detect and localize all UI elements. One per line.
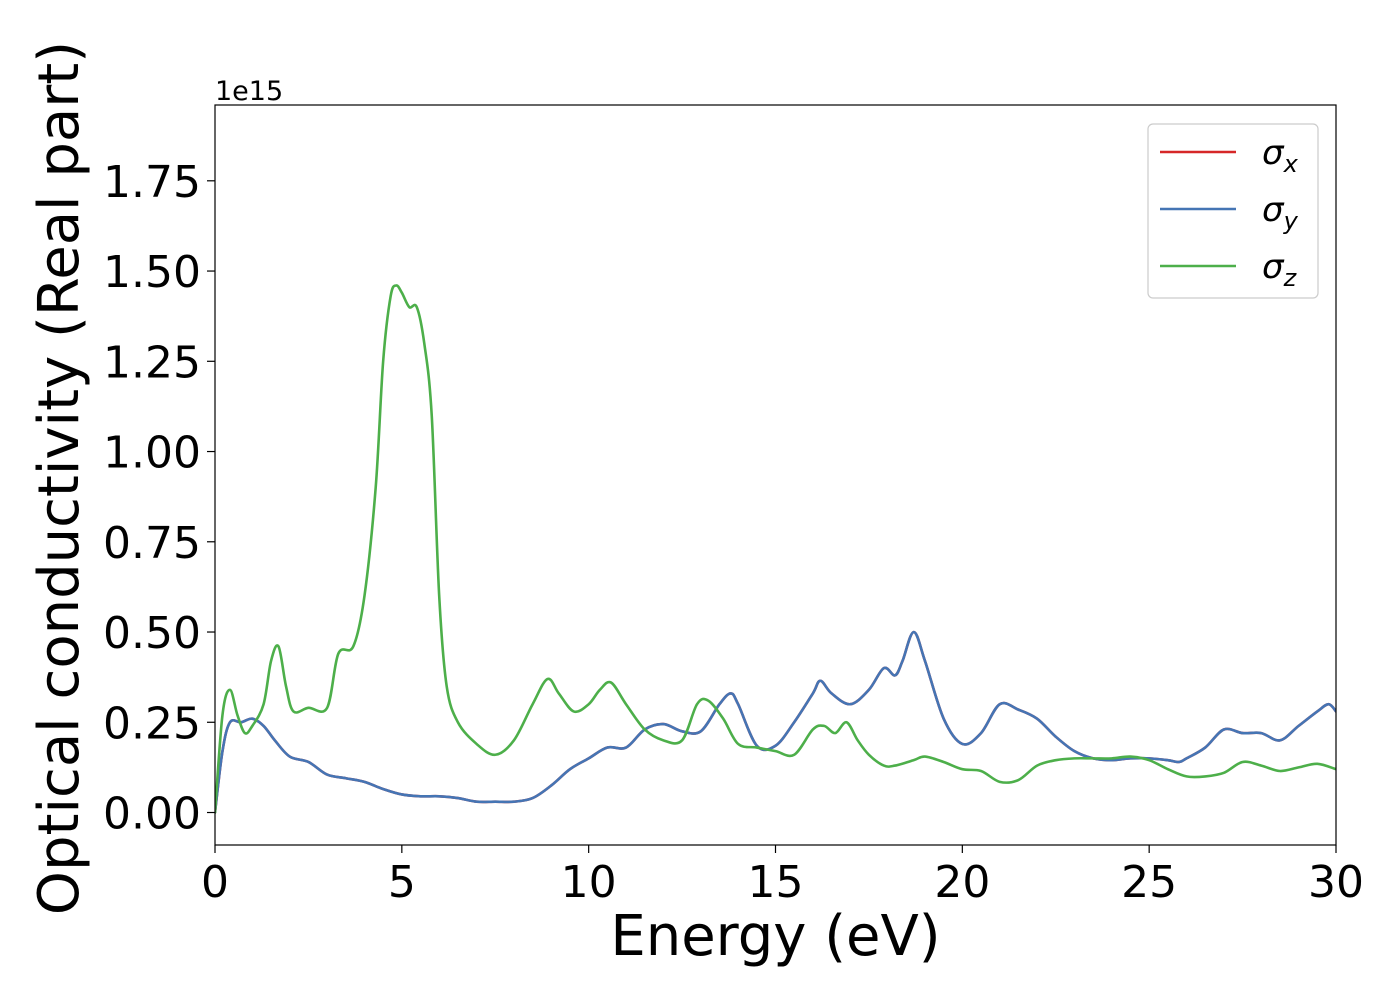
x-tick-label: 30 bbox=[1308, 857, 1364, 908]
x-tick-label: 5 bbox=[388, 857, 416, 908]
y-tick-label: 1.00 bbox=[103, 428, 201, 479]
y-tick-label: 1.50 bbox=[103, 247, 201, 298]
y-offset-label: 1e15 bbox=[215, 76, 283, 107]
series-line-σ-x bbox=[215, 630, 1336, 814]
x-tick-label: 0 bbox=[201, 857, 229, 908]
y-tick-label: 0.75 bbox=[103, 518, 201, 569]
legend-label-y: σy bbox=[1262, 190, 1299, 235]
y-tick-label: 1.25 bbox=[103, 337, 201, 388]
x-tick-label: 15 bbox=[748, 857, 804, 908]
x-tick-label: 10 bbox=[561, 857, 617, 908]
x-axis-ticks: 0 5 10 15 20 25 30 bbox=[201, 845, 1364, 908]
y-tick-label: 1.75 bbox=[103, 157, 201, 208]
y-tick-label: 0.00 bbox=[103, 789, 201, 840]
x-axis-title: Energy (eV) bbox=[610, 904, 940, 969]
y-axis-title: Optical conductivity (Real part) bbox=[27, 41, 92, 915]
series-layer bbox=[215, 284, 1336, 814]
x-tick-label: 20 bbox=[934, 857, 990, 908]
series-line-σ-z bbox=[215, 284, 1336, 814]
legend-box bbox=[1147, 123, 1319, 299]
y-tick-label: 0.50 bbox=[103, 608, 201, 659]
x-tick-label: 25 bbox=[1121, 857, 1177, 908]
y-axis-ticks: 0.00 0.25 0.50 0.75 1.00 1.25 1.50 1.75 bbox=[103, 157, 215, 840]
legend-label-x: σx bbox=[1262, 133, 1299, 178]
series-line-σ-y bbox=[215, 630, 1336, 814]
y-tick-label: 0.25 bbox=[103, 698, 201, 749]
